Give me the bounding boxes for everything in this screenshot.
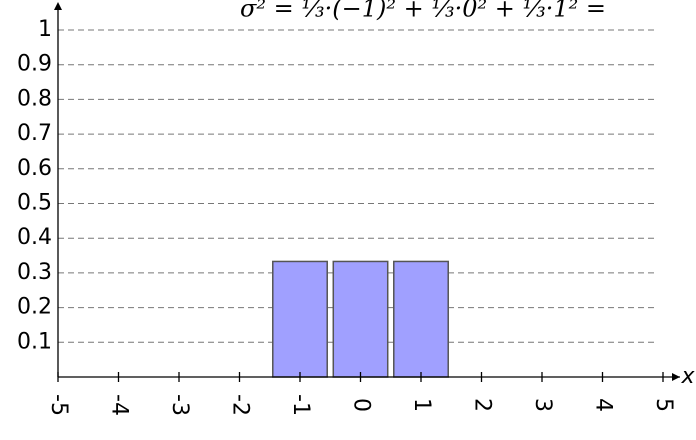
y-tick-label: 0.1 xyxy=(17,329,52,354)
x-tick-label: -3 xyxy=(167,394,192,416)
bar xyxy=(272,260,328,378)
y-tick-label: 0.8 xyxy=(17,86,52,111)
x-axis-label: x xyxy=(680,364,695,389)
y-tick-label: 0.2 xyxy=(17,295,52,320)
bar xyxy=(393,260,449,378)
x-tick-label: 5 xyxy=(651,398,676,412)
x-tick-label: -2 xyxy=(228,394,253,416)
y-tick-label: 0.7 xyxy=(17,121,52,146)
x-arrow xyxy=(672,373,680,381)
x-tick-label: -4 xyxy=(107,394,132,416)
bar xyxy=(332,260,389,378)
formula: σ² = ⅓·(−1)² + ⅓·0² + ⅓·1² = xyxy=(240,0,606,23)
x-tick-label: 1 xyxy=(409,398,434,412)
x-tick-label: -1 xyxy=(288,394,313,416)
x-tick-label: 2 xyxy=(470,398,495,412)
y-tick-label: 0.4 xyxy=(17,225,52,250)
y-tick-label: 0.9 xyxy=(17,52,52,77)
y-tick-label: 0.6 xyxy=(17,156,52,181)
x-tick-label: 0 xyxy=(349,398,374,412)
y-tick-label: 0.5 xyxy=(17,191,52,216)
y-tick-label: 0.3 xyxy=(17,260,52,285)
x-tick-label: 4 xyxy=(591,398,616,412)
x-tick-label: -5 xyxy=(46,394,71,416)
y-arrow xyxy=(54,2,62,10)
x-tick-label: 3 xyxy=(530,398,555,412)
y-tick-label: 1 xyxy=(38,17,52,42)
